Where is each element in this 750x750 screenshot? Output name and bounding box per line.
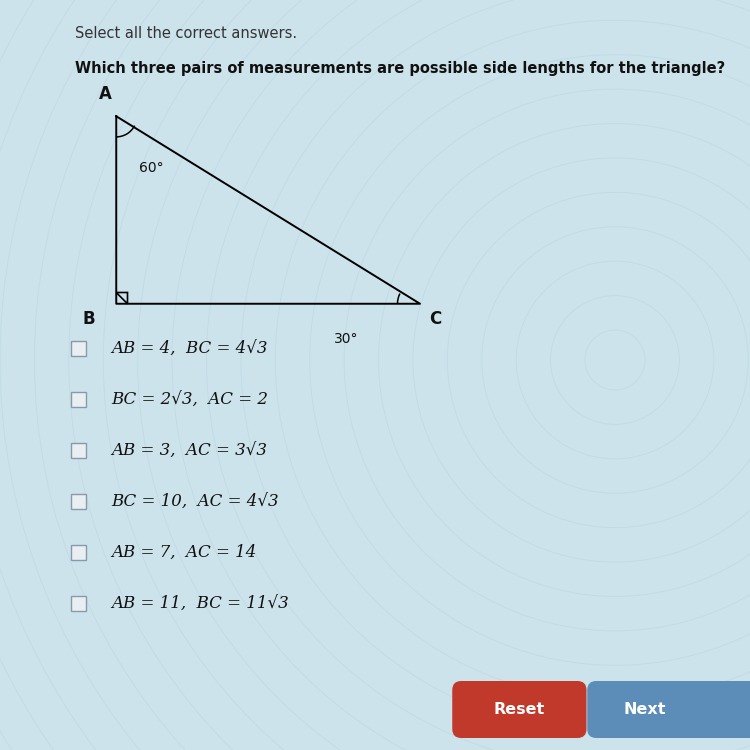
Text: BC = 10,  AC = 4√3: BC = 10, AC = 4√3 bbox=[111, 494, 279, 510]
Text: 30°: 30° bbox=[334, 332, 358, 346]
Text: A: A bbox=[98, 85, 112, 103]
FancyBboxPatch shape bbox=[71, 494, 86, 509]
Text: Which three pairs of measurements are possible side lengths for the triangle?: Which three pairs of measurements are po… bbox=[75, 62, 725, 76]
Text: BC = 2√3,  AC = 2: BC = 2√3, AC = 2 bbox=[111, 392, 268, 408]
Text: AB = 11,  BC = 11√3: AB = 11, BC = 11√3 bbox=[111, 596, 289, 612]
FancyBboxPatch shape bbox=[71, 392, 86, 407]
Text: AB = 3,  AC = 3√3: AB = 3, AC = 3√3 bbox=[111, 442, 267, 459]
FancyBboxPatch shape bbox=[71, 443, 86, 458]
Text: B: B bbox=[82, 310, 95, 328]
Text: 60°: 60° bbox=[139, 161, 164, 176]
Text: AB = 4,  BC = 4√3: AB = 4, BC = 4√3 bbox=[111, 340, 268, 357]
FancyBboxPatch shape bbox=[71, 341, 86, 356]
Text: Select all the correct answers.: Select all the correct answers. bbox=[75, 26, 297, 41]
FancyBboxPatch shape bbox=[71, 545, 86, 560]
FancyBboxPatch shape bbox=[452, 681, 586, 738]
FancyBboxPatch shape bbox=[71, 596, 86, 611]
FancyBboxPatch shape bbox=[587, 681, 750, 738]
Text: Reset: Reset bbox=[494, 702, 545, 717]
Text: AB = 7,  AC = 14: AB = 7, AC = 14 bbox=[111, 544, 256, 561]
Text: C: C bbox=[429, 310, 441, 328]
Text: Next: Next bbox=[624, 702, 666, 717]
